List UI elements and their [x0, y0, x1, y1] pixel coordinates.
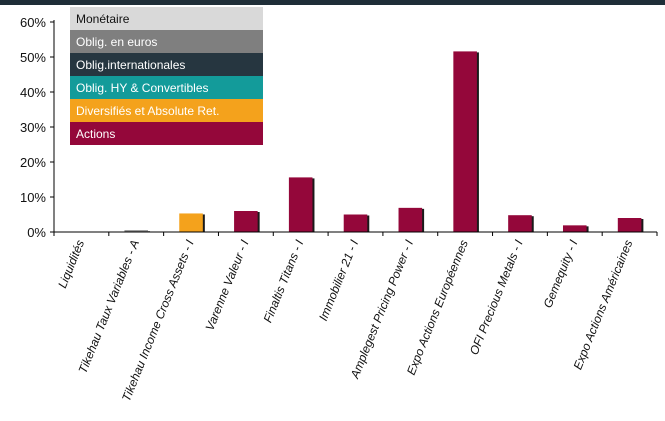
y-tick-label: 30% — [20, 120, 46, 135]
x-category-label: Immobilier 21 - I — [316, 237, 361, 323]
x-category-label: Finaltis Titans - I — [261, 237, 307, 324]
bar — [562, 225, 587, 232]
x-category-label: Expo Actions Américaines — [571, 238, 636, 372]
y-tick-label: 10% — [20, 190, 46, 205]
legend-swatch — [70, 7, 263, 30]
x-category-label: OFI Precious Metals - I — [467, 237, 526, 357]
legend: Monétaire Oblig. en euros Oblig.internatio… — [70, 7, 263, 145]
legend-label: Diversifiés et Absolute Ret. — [76, 104, 219, 118]
x-category-label: Tikehau Taux Variables - A — [76, 238, 142, 375]
bar — [179, 213, 203, 232]
legend-swatch — [70, 76, 263, 99]
legend-label: Oblig.internationales — [76, 58, 185, 72]
legend-label: Oblig. en euros — [76, 35, 157, 49]
x-category-label: Liquidités — [55, 238, 87, 290]
x-category-label: Gemequity - I — [541, 237, 581, 310]
top-banner — [0, 0, 665, 5]
y-tick-label: 0% — [27, 225, 46, 240]
bar — [124, 230, 149, 232]
bar — [288, 177, 313, 232]
legend-swatch — [70, 53, 263, 76]
bar — [453, 51, 477, 233]
y-axis: 0% 10% 20% 30% 40% 50% 60% — [20, 15, 55, 240]
legend-label: Actions — [76, 127, 115, 141]
y-tick-label: 60% — [20, 15, 46, 30]
bar — [234, 211, 258, 232]
legend-label: Oblig. HY & Convertibles — [76, 81, 209, 95]
bar — [508, 215, 532, 232]
y-tick-label: 50% — [20, 50, 46, 65]
x-category-label: Amplegest Pricing Power - I — [347, 237, 416, 381]
bar — [343, 214, 368, 232]
x-category-label: Varenne Valeur - I — [203, 237, 252, 332]
y-tick-label: 20% — [20, 155, 46, 170]
legend-swatch — [70, 30, 263, 53]
x-category-label: Expo Actions Européennes — [404, 238, 471, 377]
bar — [617, 218, 642, 232]
bar — [398, 207, 423, 232]
y-tick-label: 40% — [20, 85, 46, 100]
legend-label: Monétaire — [76, 12, 130, 26]
bars — [124, 51, 644, 233]
legend-swatch — [70, 122, 263, 145]
legend-swatch — [70, 99, 263, 122]
